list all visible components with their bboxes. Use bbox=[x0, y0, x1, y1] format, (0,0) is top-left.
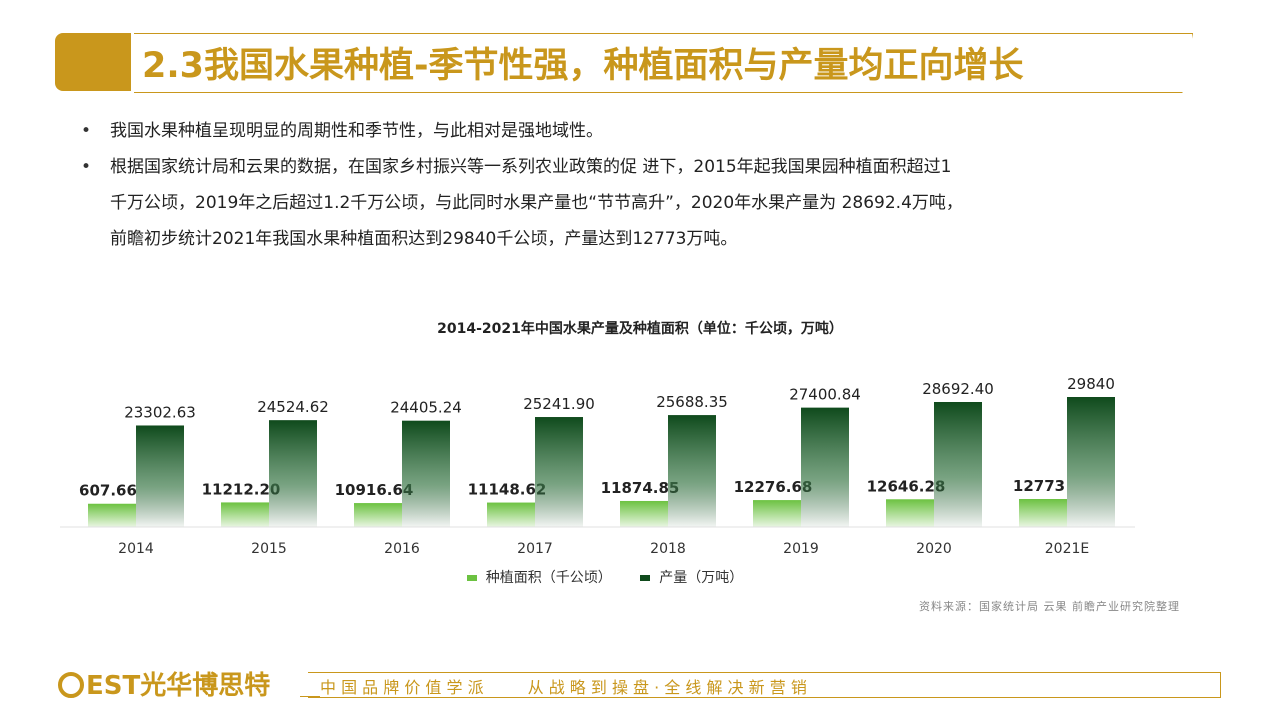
x-ticks-group: 2014 2015 2016 2017 2018 2019 2020 2021E bbox=[118, 541, 1089, 557]
bars-group: 607.66 23302.63 11212.20 24524.62 10916.64 24… bbox=[79, 375, 1115, 527]
page-title: 2.3我国水果种植-季节性强，种植面积与产量均正向增长 bbox=[142, 46, 1024, 86]
bullet-dot-icon: • bbox=[81, 157, 92, 177]
x-tick-label: 2021E bbox=[1045, 541, 1089, 557]
data-label-output: 24524.62 bbox=[257, 398, 329, 416]
chart-legend: 种植面积（千公顷） 产量（万吨） bbox=[0, 567, 1210, 587]
bar-area-2017 bbox=[487, 502, 535, 527]
slogan-frame bbox=[308, 672, 1221, 698]
bullet-text-cont: 千万公顷，2019年之后超过1.2千万公顷，与此同时水果产量也“节节高升”，20… bbox=[110, 193, 963, 213]
bullet-text-cont: 前瞻初步统计2021年我国水果种植面积达到29840千公顷，产量达到12773万… bbox=[110, 229, 738, 249]
bar-output-2015 bbox=[269, 420, 317, 527]
data-label-area: 11874.85 bbox=[601, 479, 680, 497]
x-tick-label: 2015 bbox=[251, 541, 287, 557]
x-tick-label: 2014 bbox=[118, 541, 154, 557]
legend-swatch-icon bbox=[466, 575, 477, 581]
x-tick-label: 2019 bbox=[783, 541, 819, 557]
x-tick-label: 2018 bbox=[650, 541, 686, 557]
bar-area-2018 bbox=[620, 500, 668, 527]
bar-area-2016 bbox=[354, 503, 402, 527]
x-tick-label: 2017 bbox=[517, 541, 553, 557]
legend-label: 种植面积（千公顷） bbox=[485, 570, 612, 586]
bar-output-2020 bbox=[934, 401, 982, 527]
data-label-output: 25688.35 bbox=[656, 393, 728, 411]
data-label-output: 23302.63 bbox=[124, 403, 196, 421]
bar-output-2021E bbox=[1067, 397, 1115, 527]
logo-circle-icon bbox=[58, 672, 84, 698]
bar-output-2016 bbox=[402, 420, 450, 527]
bar-area-2020 bbox=[886, 499, 934, 527]
legend-swatch-icon bbox=[640, 575, 651, 581]
chart-title: 2014-2021年中国水果产量及种植面积（单位：千公顷，万吨） bbox=[437, 321, 843, 337]
data-label-output: 24405.24 bbox=[390, 399, 462, 417]
data-label-area: 12646.28 bbox=[867, 477, 946, 495]
bar-output-2019 bbox=[801, 407, 849, 527]
bar-area-2014 bbox=[88, 503, 136, 527]
bar-output-2017 bbox=[535, 417, 583, 527]
slogan-right: 从 战 略 到 操 盘 · 全 线 解 决 新 营 销 bbox=[527, 678, 807, 697]
source-note: 资料来源：国家统计局 云果 前瞻产业研究院整理 bbox=[919, 600, 1180, 613]
data-label-area: 12276.68 bbox=[734, 478, 813, 496]
slogan: 中 国 品 牌 价 值 学 派 从 战 略 到 操 盘 · 全 线 解 决 新 营… bbox=[320, 674, 1220, 698]
brand-logo: EST光华博思特 bbox=[58, 665, 270, 702]
legend-label: 产量（万吨） bbox=[659, 570, 744, 586]
slogan-underline bbox=[300, 696, 320, 697]
bullet-text: 根据国家统计局和云果的数据，在国家乡村振兴等一系列农业政策的促 进下，2015年… bbox=[110, 157, 952, 177]
bar-area-2019 bbox=[753, 500, 801, 527]
data-label-area: 11148.62 bbox=[468, 481, 547, 499]
bar-output-2014 bbox=[136, 425, 184, 527]
bullet-text: 我国水果种植呈现明显的周期性和季节性，与此相对是强地域性。 bbox=[110, 121, 603, 141]
bar-chart: 607.66 23302.63 11212.20 24524.62 10916.64 24… bbox=[60, 375, 1135, 557]
slogan-left: 中 国 品 牌 价 值 学 派 bbox=[320, 678, 484, 697]
data-label-area: 12773 bbox=[1013, 477, 1065, 495]
bullet-item: • 根据国家统计局和云果的数据，在国家乡村振兴等一系列农业政策的促 进下，201… bbox=[78, 149, 1198, 257]
bullet-item: • 我国水果种植呈现明显的周期性和季节性，与此相对是强地域性。 bbox=[78, 113, 1198, 149]
x-tick-label: 2016 bbox=[384, 541, 420, 557]
bullet-dot-icon: • bbox=[81, 121, 92, 141]
legend-item-area: 种植面积（千公顷） bbox=[461, 570, 622, 586]
data-label-output: 28692.40 bbox=[922, 380, 994, 398]
bullet-list: • 我国水果种植呈现明显的周期性和季节性，与此相对是强地域性。 • 根据国家统计… bbox=[78, 113, 1198, 257]
bar-output-2018 bbox=[668, 415, 716, 527]
x-tick-label: 2020 bbox=[916, 541, 952, 557]
data-label-area: 11212.20 bbox=[202, 480, 281, 498]
data-label-area: 607.66 bbox=[79, 482, 137, 500]
data-label-output: 25241.90 bbox=[523, 395, 595, 413]
data-label-area: 10916.64 bbox=[335, 481, 414, 499]
data-label-output: 29840 bbox=[1067, 375, 1115, 393]
title-accent-block bbox=[55, 33, 131, 91]
brand-name: EST光华博思特 bbox=[86, 671, 271, 701]
bar-area-2021E bbox=[1019, 499, 1067, 527]
legend-item-output: 产量（万吨） bbox=[634, 570, 749, 586]
bar-area-2015 bbox=[221, 502, 269, 527]
data-label-output: 27400.84 bbox=[789, 386, 861, 404]
